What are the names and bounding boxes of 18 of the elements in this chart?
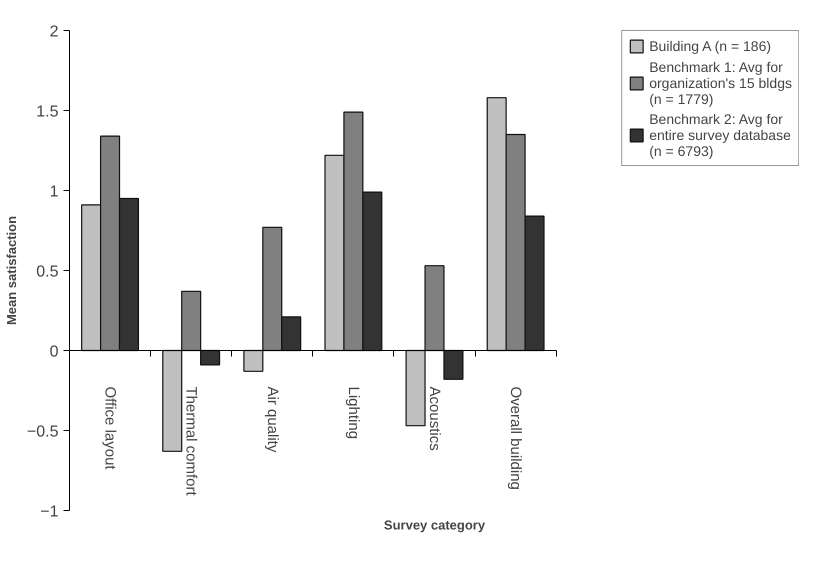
legend-label: Building A (n = 186)	[649, 37, 772, 55]
y-tick-label: −1	[40, 504, 59, 520]
y-tick-label: 0	[50, 344, 59, 360]
legend-label: Benchmark 1: Avg for organization's 15 bldgs (n = 1779)	[649, 59, 792, 107]
x-tick-label: Lighting	[344, 386, 362, 440]
y-axis-title: Mean satisfaction	[4, 216, 19, 326]
x-tick-label: Thermal comfort	[182, 386, 200, 497]
y-tick-label: 0.5	[36, 264, 59, 280]
y-tick-label: 2	[50, 24, 59, 40]
legend-label: Benchmark 2: Avg for entire survey database (n = 6793)	[649, 111, 791, 159]
y-tick-label: −0.5	[26, 424, 59, 440]
x-tick-label: Office layout	[102, 386, 119, 470]
y-tick-label: 1	[50, 184, 59, 200]
x-tick-label: Acoustics	[426, 386, 443, 451]
x-axis-title: Survey category	[384, 518, 486, 532]
x-tick-label: Overall building	[507, 386, 524, 490]
x-tick-label: Air quality	[264, 386, 281, 453]
y-tick-label: 1.5	[36, 104, 59, 120]
